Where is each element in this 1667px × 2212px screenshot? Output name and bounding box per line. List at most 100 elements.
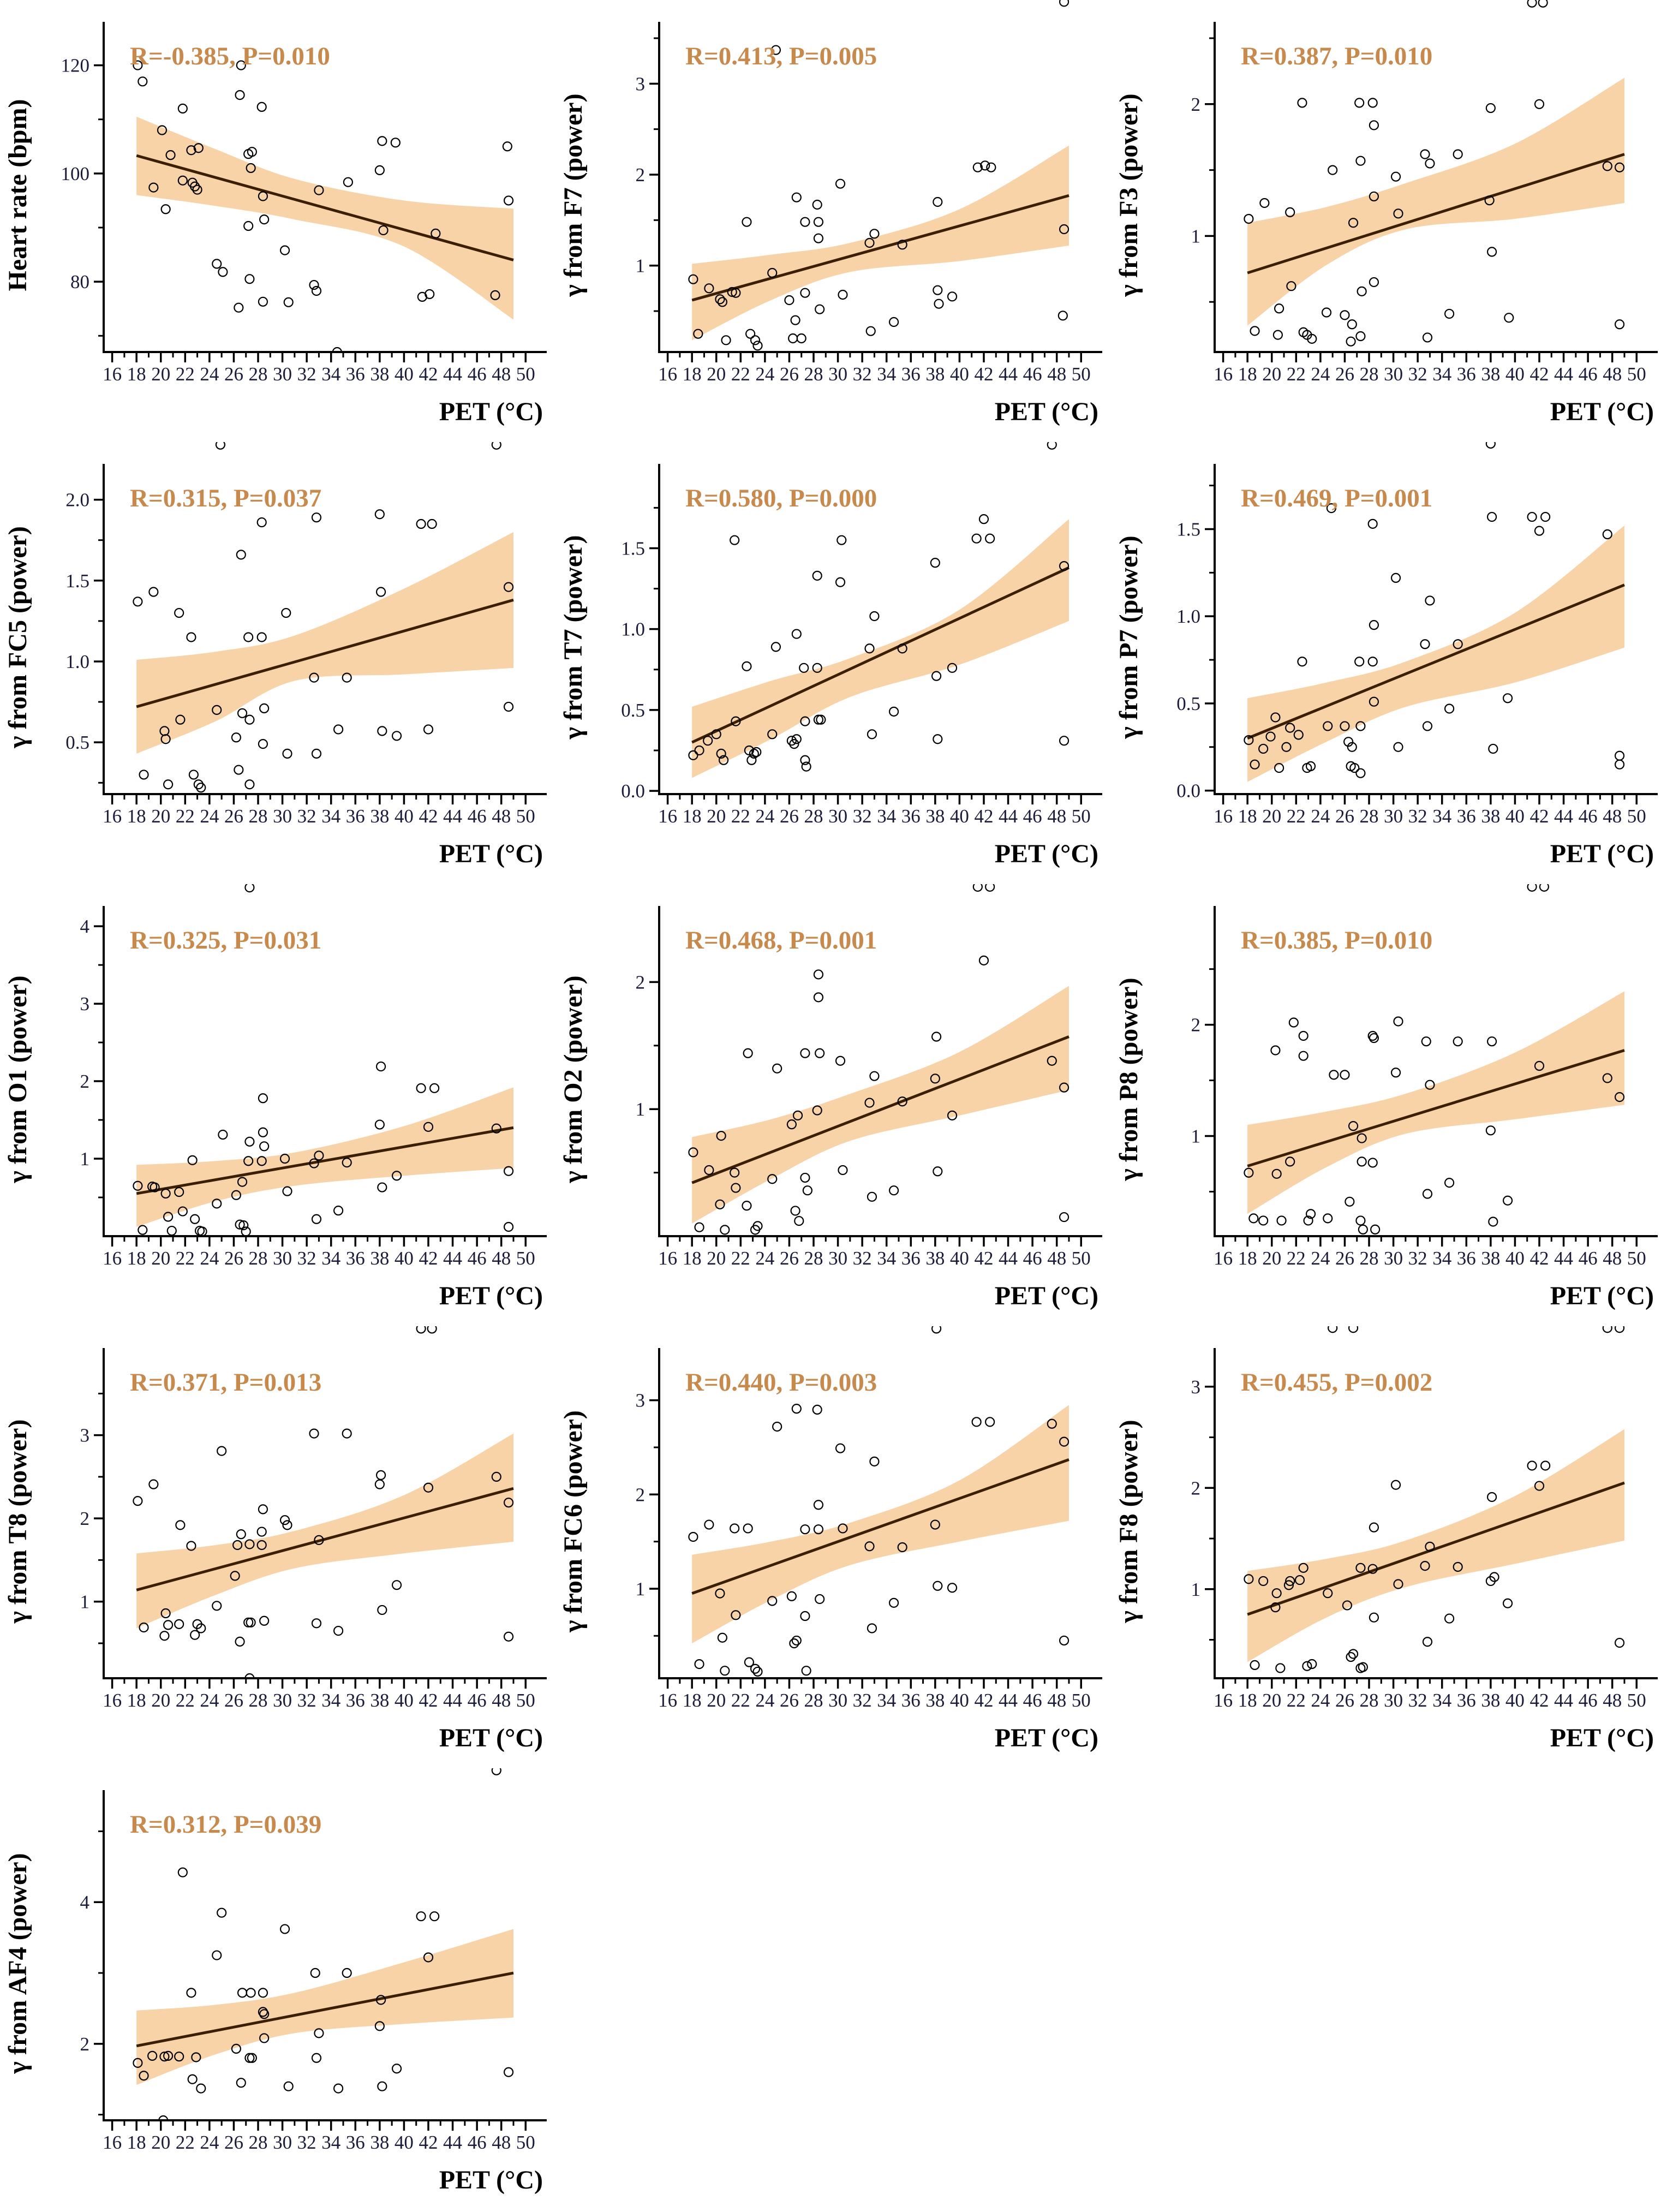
- data-point: [791, 629, 802, 639]
- data-point: [238, 1220, 249, 1231]
- x-axis-label: PET (°C): [1550, 397, 1654, 426]
- data-point: [791, 734, 802, 744]
- data-point: [175, 1520, 186, 1530]
- data-point: [1355, 721, 1366, 731]
- data-point: [246, 1988, 256, 1998]
- x-tick-label: 30: [1384, 363, 1403, 385]
- data-point: [1534, 99, 1545, 109]
- data-point: [972, 162, 983, 172]
- data-point: [1346, 336, 1356, 347]
- subplot-gamma-af4: 16 18 20 22 24 26 28 30 32 34 36 38 40 42 44 46 48 50 2 4 γ …: [0, 1768, 555, 2210]
- data-point: [1504, 313, 1514, 323]
- x-tick-label: 28: [804, 363, 823, 385]
- y-tick-label: 2: [636, 164, 646, 186]
- data-point: [196, 2083, 206, 2094]
- data-points: [1244, 0, 1625, 347]
- data-point: [259, 1141, 270, 1152]
- x-axis-ticks: 16 18 20 22 24 26 28 30 32 34 36 38 40 42 44 46 48 50: [103, 1678, 535, 1711]
- x-tick-label: 24: [200, 2132, 219, 2153]
- data-point: [930, 1074, 940, 1084]
- x-tick-label: 50: [1627, 363, 1646, 385]
- x-tick-label: 32: [853, 1248, 872, 1269]
- data-point: [791, 1635, 802, 1646]
- data-point: [236, 60, 246, 70]
- data-point: [1250, 1660, 1260, 1670]
- y-axis-ticks: 24: [80, 1830, 104, 2116]
- data-point: [745, 329, 756, 339]
- data-point: [491, 1123, 501, 1134]
- data-point: [749, 748, 759, 759]
- data-point: [716, 748, 726, 759]
- x-tick-label: 26: [780, 1690, 799, 1711]
- subplot-gamma-p8: 16 18 20 22 24 26 28 30 32 34 36 38 40 42 44 46 48 50 1 2 γ …: [1111, 884, 1666, 1326]
- data-point: [175, 714, 186, 725]
- correlation-annotation: R=0.325, P=0.031: [130, 926, 321, 955]
- data-point: [864, 643, 875, 654]
- data-point: [1425, 1541, 1435, 1552]
- y-tick-label: 120: [61, 55, 90, 76]
- data-point: [1307, 333, 1317, 344]
- data-point: [792, 1110, 803, 1120]
- data-point: [160, 204, 171, 214]
- data-point: [742, 217, 752, 227]
- data-point: [243, 220, 254, 231]
- data-point: [1340, 721, 1350, 731]
- x-axis-ticks: 16 18 20 22 24 26 28 30 32 34 36 38 40 42 44 46 48 50: [103, 794, 535, 827]
- x-tick-label: 24: [200, 806, 219, 827]
- data-point: [1367, 657, 1378, 667]
- data-point: [190, 1630, 200, 1640]
- x-tick-label: 24: [755, 363, 774, 385]
- data-point: [1354, 98, 1365, 108]
- data-point: [813, 714, 824, 725]
- data-point: [693, 329, 703, 339]
- x-tick-label: 20: [707, 1248, 726, 1269]
- data-point: [417, 291, 427, 302]
- data-point: [715, 1588, 725, 1599]
- data-point: [310, 1967, 320, 1978]
- data-point: [259, 2009, 270, 2019]
- x-tick-label: 50: [1627, 1690, 1646, 1711]
- data-point: [1271, 1588, 1282, 1599]
- data-point: [742, 1201, 752, 1211]
- x-axis-label: PET (°C): [1550, 1281, 1654, 1310]
- data-point: [427, 518, 437, 529]
- data-point: [1244, 735, 1254, 746]
- data-point: [711, 729, 721, 740]
- data-point: [247, 147, 257, 157]
- x-tick-label: 36: [346, 806, 365, 827]
- data-point: [163, 1212, 174, 1222]
- data-point: [812, 663, 822, 673]
- data-point: [314, 1150, 324, 1161]
- subplot-gamma-f8: 16 18 20 22 24 26 28 30 32 34 36 38 40 42 44 46 48 50 1 2 3 γ…: [1111, 1326, 1666, 1768]
- x-tick-label: 26: [224, 1248, 243, 1269]
- data-point: [1047, 1056, 1057, 1066]
- data-point: [767, 1174, 778, 1184]
- x-tick-label: 24: [200, 1248, 219, 1269]
- data-point: [1425, 595, 1435, 606]
- data-point: [231, 1190, 241, 1200]
- x-tick-label: 50: [1072, 806, 1091, 827]
- data-point: [1393, 742, 1403, 752]
- data-point: [786, 1591, 797, 1601]
- data-point: [1486, 1036, 1497, 1047]
- data-point: [1355, 1563, 1366, 1573]
- y-tick-label: 4: [80, 1892, 90, 1913]
- data-points: [1244, 442, 1625, 778]
- data-point: [1390, 1068, 1401, 1078]
- x-tick-label: 44: [443, 1248, 462, 1269]
- data-point: [147, 2050, 158, 2061]
- data-point: [1321, 307, 1332, 318]
- data-point: [1614, 162, 1625, 172]
- data-point: [237, 708, 248, 718]
- x-axis-label: PET (°C): [995, 839, 1098, 868]
- data-point: [230, 1571, 240, 1581]
- y-tick-label: 1: [636, 1099, 646, 1120]
- x-tick-label: 30: [1384, 1248, 1403, 1269]
- x-tick-label: 18: [683, 363, 702, 385]
- x-axis-ticks: 16 18 20 22 24 26 28 30 32 34 36 38 40 42 44 46 48 50: [658, 1236, 1091, 1269]
- data-point: [985, 884, 995, 892]
- data-point: [231, 2043, 241, 2054]
- data-point: [377, 2081, 387, 2091]
- y-tick-label: 1: [636, 1578, 646, 1600]
- data-point: [1059, 224, 1069, 235]
